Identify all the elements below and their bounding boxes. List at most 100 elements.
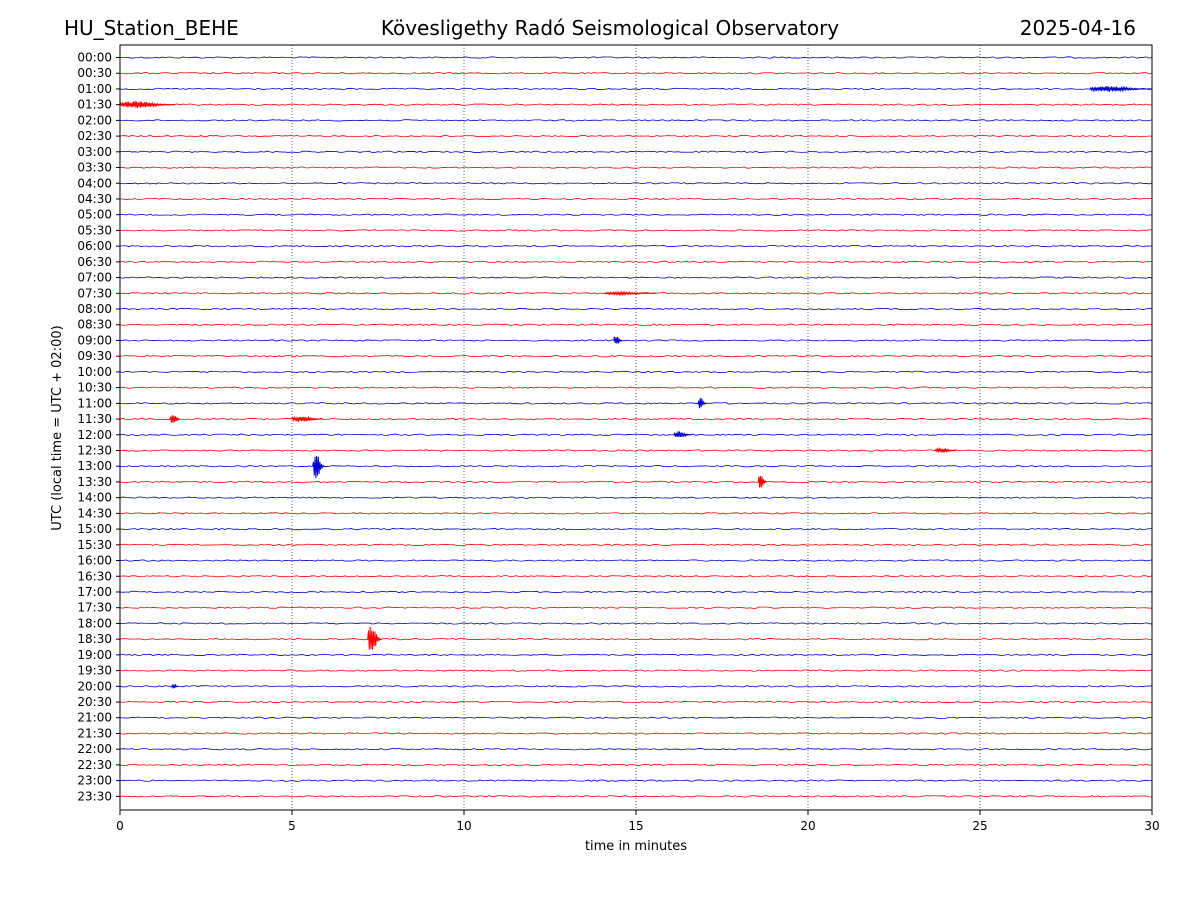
row-label-0800: 08:00 bbox=[77, 302, 112, 316]
row-label-1900: 19:00 bbox=[77, 648, 112, 662]
trace-1700 bbox=[119, 590, 1153, 594]
trace-1030 bbox=[119, 386, 1153, 389]
row-label-0230: 02:30 bbox=[77, 129, 112, 143]
x-tick-label-10: 10 bbox=[456, 819, 471, 833]
trace-0330 bbox=[119, 166, 1153, 169]
row-label-0130: 01:30 bbox=[77, 98, 112, 112]
trace-0100 bbox=[119, 87, 1153, 91]
event-1830-11 bbox=[367, 626, 382, 650]
x-tick-label-5: 5 bbox=[288, 819, 296, 833]
row-label-1030: 10:30 bbox=[77, 381, 112, 395]
event-1100-4 bbox=[697, 397, 707, 409]
row-label-0600: 06:00 bbox=[77, 239, 112, 253]
trace-0130 bbox=[119, 103, 1153, 106]
y-axis-label: UTC (local time = UTC + 02:00) bbox=[50, 325, 65, 530]
row-label-0530: 05:30 bbox=[77, 223, 112, 237]
x-tick-label-20: 20 bbox=[800, 819, 815, 833]
trace-1230 bbox=[119, 449, 1153, 452]
row-label-0630: 06:30 bbox=[77, 255, 112, 269]
trace-2300 bbox=[119, 779, 1153, 782]
row-label-2100: 21:00 bbox=[77, 711, 112, 725]
trace-0700 bbox=[119, 276, 1153, 279]
trace-2200 bbox=[119, 748, 1153, 751]
trace-0730 bbox=[119, 292, 1153, 295]
row-label-0930: 09:30 bbox=[77, 349, 112, 363]
trace-1900 bbox=[119, 653, 1153, 656]
row-label-0500: 05:00 bbox=[77, 208, 112, 222]
event-1200-7 bbox=[673, 431, 692, 438]
row-label-0400: 04:00 bbox=[77, 176, 112, 190]
trace-0800 bbox=[119, 307, 1153, 311]
trace-2230 bbox=[119, 763, 1153, 767]
row-label-1000: 10:00 bbox=[77, 365, 112, 379]
row-label-0430: 04:30 bbox=[77, 192, 112, 206]
trace-2330 bbox=[119, 795, 1153, 798]
row-label-0330: 03:30 bbox=[77, 161, 112, 175]
row-label-0700: 07:00 bbox=[77, 271, 112, 285]
trace-1600 bbox=[119, 559, 1153, 562]
trace-0200 bbox=[119, 119, 1153, 122]
row-label-2200: 22:00 bbox=[77, 742, 112, 756]
trace-1000 bbox=[119, 370, 1153, 373]
trace-2100 bbox=[119, 716, 1153, 719]
trace-0930 bbox=[119, 355, 1153, 358]
row-label-2300: 23:00 bbox=[77, 774, 112, 788]
trace-1500 bbox=[119, 527, 1153, 531]
event-1300-9 bbox=[312, 455, 325, 479]
trace-2130 bbox=[119, 732, 1153, 735]
trace-group bbox=[119, 56, 1153, 798]
row-label-1330: 13:30 bbox=[77, 475, 112, 489]
trace-1130 bbox=[119, 417, 1153, 421]
row-label-0300: 03:00 bbox=[77, 145, 112, 159]
row-label-2030: 20:30 bbox=[77, 695, 112, 709]
x-axis-ticks: 0 5 10 15 20 25 30 bbox=[116, 810, 1160, 833]
event-1130-6 bbox=[291, 415, 324, 423]
row-label-1930: 19:30 bbox=[77, 664, 112, 678]
row-label-1800: 18:00 bbox=[77, 616, 112, 630]
row-label-1500: 15:00 bbox=[77, 522, 112, 536]
x-tick-label-0: 0 bbox=[116, 819, 124, 833]
trace-1730 bbox=[119, 606, 1153, 609]
trace-0300 bbox=[119, 150, 1153, 153]
trace-0400 bbox=[119, 182, 1153, 185]
row-label-1300: 13:00 bbox=[77, 459, 112, 473]
trace-2000 bbox=[119, 685, 1153, 688]
x-tick-label-30: 30 bbox=[1144, 819, 1159, 833]
event-2000-12 bbox=[171, 683, 179, 689]
trace-1430 bbox=[119, 512, 1153, 515]
trace-0530 bbox=[119, 229, 1153, 232]
trace-1530 bbox=[119, 543, 1153, 546]
trace-1300 bbox=[119, 465, 1153, 468]
chart-date: 2025-04-16 bbox=[1020, 16, 1136, 40]
row-label-1130: 11:30 bbox=[77, 412, 112, 426]
event-1330-10 bbox=[757, 475, 767, 488]
row-label-2230: 22:30 bbox=[77, 758, 112, 772]
row-label-1100: 11:00 bbox=[77, 396, 112, 410]
x-axis-label: time in minutes bbox=[585, 839, 687, 854]
grid-lines bbox=[291, 45, 981, 810]
row-label-0830: 08:30 bbox=[77, 318, 112, 332]
trace-0430 bbox=[119, 197, 1153, 201]
trace-0630 bbox=[119, 260, 1153, 263]
trace-0500 bbox=[119, 213, 1153, 216]
row-label-1630: 16:30 bbox=[77, 569, 112, 583]
trace-0230 bbox=[119, 134, 1153, 138]
trace-0600 bbox=[119, 245, 1153, 248]
x-tick-label-25: 25 bbox=[972, 819, 987, 833]
trace-1830 bbox=[119, 638, 1153, 641]
x-tick-label-15: 15 bbox=[628, 819, 643, 833]
trace-0830 bbox=[119, 323, 1153, 326]
trace-1200 bbox=[119, 433, 1153, 436]
row-label-1730: 17:30 bbox=[77, 601, 112, 615]
row-label-1230: 12:30 bbox=[77, 444, 112, 458]
row-label-1200: 12:00 bbox=[77, 428, 112, 442]
trace-0030 bbox=[119, 72, 1153, 75]
event-0900-3 bbox=[613, 336, 623, 344]
event-0100-0 bbox=[1089, 85, 1153, 93]
row-label-0730: 07:30 bbox=[77, 286, 112, 300]
row-label-1830: 18:30 bbox=[77, 632, 112, 646]
row-label-0100: 01:00 bbox=[77, 82, 112, 96]
